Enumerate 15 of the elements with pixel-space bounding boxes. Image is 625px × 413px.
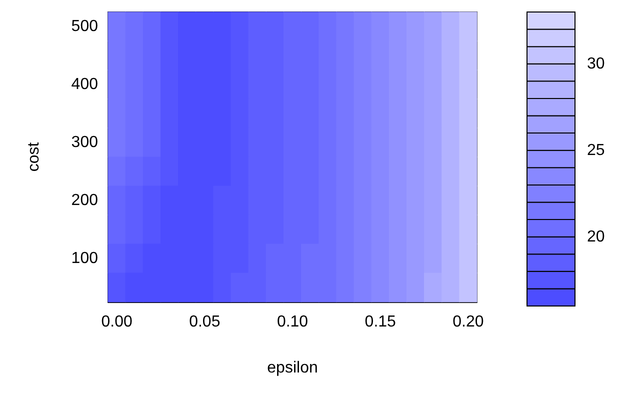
x-axis-title: epsilon: [267, 360, 318, 376]
x-tick-label: 0.10: [276, 314, 308, 330]
y-tick-label: 100: [71, 250, 98, 267]
x-tick-label: 0.15: [364, 314, 396, 330]
color-bar-label: 25: [587, 142, 605, 159]
color-bar-label: 30: [587, 55, 605, 72]
y-tick-label: 200: [71, 192, 98, 209]
y-axis-title: cost: [26, 142, 42, 172]
x-tick-label: 0.00: [101, 314, 132, 330]
y-tick-label: 300: [71, 134, 98, 151]
y-tick-label: 400: [71, 76, 98, 93]
y-tick-label: 500: [71, 18, 98, 35]
x-tick-label: 0.05: [189, 314, 220, 330]
color-bar-label: 20: [587, 228, 605, 246]
x-tick-label: 0.20: [452, 314, 484, 330]
